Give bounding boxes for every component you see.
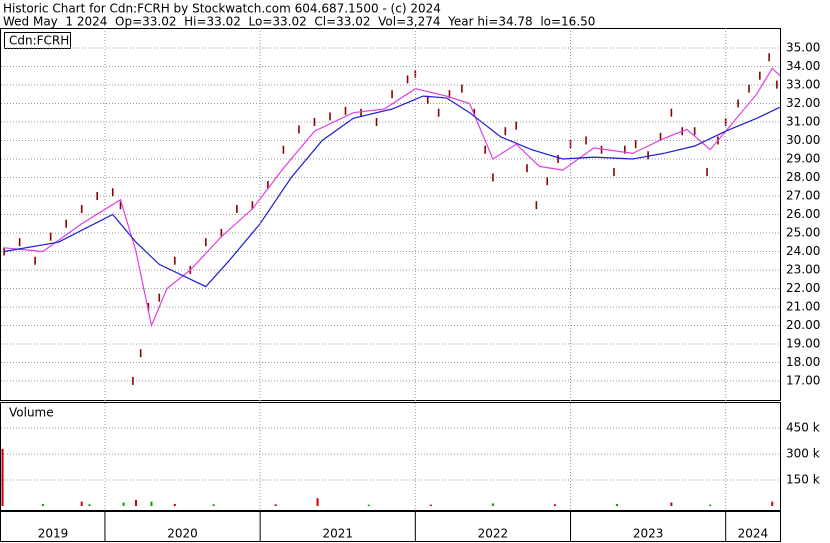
moving-average xyxy=(3,95,781,288)
volume-panel xyxy=(0,402,781,511)
volume-bar xyxy=(122,502,125,506)
volume-bar xyxy=(771,501,774,506)
y-tick-label: 150 k xyxy=(786,472,820,486)
y-tick-label: 28.00 xyxy=(786,170,820,184)
y-tick-label: 20.00 xyxy=(786,318,820,332)
volume-bar xyxy=(616,503,619,506)
x-tick-label: 2019 xyxy=(38,527,69,541)
volume-label: Volume xyxy=(9,406,54,420)
volume-bar xyxy=(429,504,432,506)
volume-bar xyxy=(41,503,44,506)
x-tick-label: 2023 xyxy=(633,527,664,541)
x-tick-label: 2024 xyxy=(738,527,769,541)
chart-subtitle: Wed May 1 2024 Op=33.02 Hi=33.02 Lo=33.0… xyxy=(3,15,595,29)
y-tick-label: 31.00 xyxy=(786,114,820,128)
y-tick-label: 22.00 xyxy=(786,281,820,295)
y-tick-label: 29.00 xyxy=(786,151,820,165)
y-tick-label: 21.00 xyxy=(786,299,820,313)
volume-bar xyxy=(135,499,138,506)
y-tick-label: 19.00 xyxy=(786,336,820,350)
volume-bar xyxy=(491,503,494,506)
y-tick-label: 25.00 xyxy=(786,225,820,239)
volume-bar xyxy=(173,503,176,506)
x-tick-label: 2022 xyxy=(478,527,509,541)
year-band xyxy=(0,511,781,542)
y-tick-label: 33.00 xyxy=(786,77,820,91)
y-tick-label: 450 k xyxy=(786,420,820,434)
volume-bar xyxy=(88,504,91,506)
volume-bar xyxy=(80,501,83,506)
price-panel xyxy=(0,28,781,401)
volume-bar xyxy=(1,448,4,506)
y-tick-label: 26.00 xyxy=(786,207,820,221)
x-tick-label: 2020 xyxy=(167,527,198,541)
symbol-label: Cdn:FCRH xyxy=(9,34,69,48)
volume-bar xyxy=(212,504,215,506)
volume-bar xyxy=(553,504,556,506)
y-tick-label: 34.00 xyxy=(786,59,820,73)
chart-title: Historic Chart for Cdn:FCRH by Stockwatc… xyxy=(3,2,441,16)
volume-bar xyxy=(367,504,370,506)
y-tick-label: 27.00 xyxy=(786,188,820,202)
y-tick-label: 30.00 xyxy=(786,133,820,147)
y-tick-label: 35.00 xyxy=(786,40,820,54)
y-tick-label: 24.00 xyxy=(786,244,820,258)
y-tick-label: 17.00 xyxy=(786,373,820,387)
volume-bar xyxy=(274,504,277,506)
volume-bar xyxy=(316,498,319,506)
symbol-box xyxy=(4,32,71,49)
y-tick-label: 23.00 xyxy=(786,262,820,276)
y-tick-label: 18.00 xyxy=(786,355,820,369)
moving-average xyxy=(4,67,781,328)
y-tick-label: 32.00 xyxy=(786,96,820,110)
y-tick-label: 300 k xyxy=(786,446,820,460)
volume-bar xyxy=(709,504,712,506)
volume-bar xyxy=(670,502,673,506)
x-tick-label: 2021 xyxy=(322,527,353,541)
volume-bar xyxy=(150,501,153,506)
